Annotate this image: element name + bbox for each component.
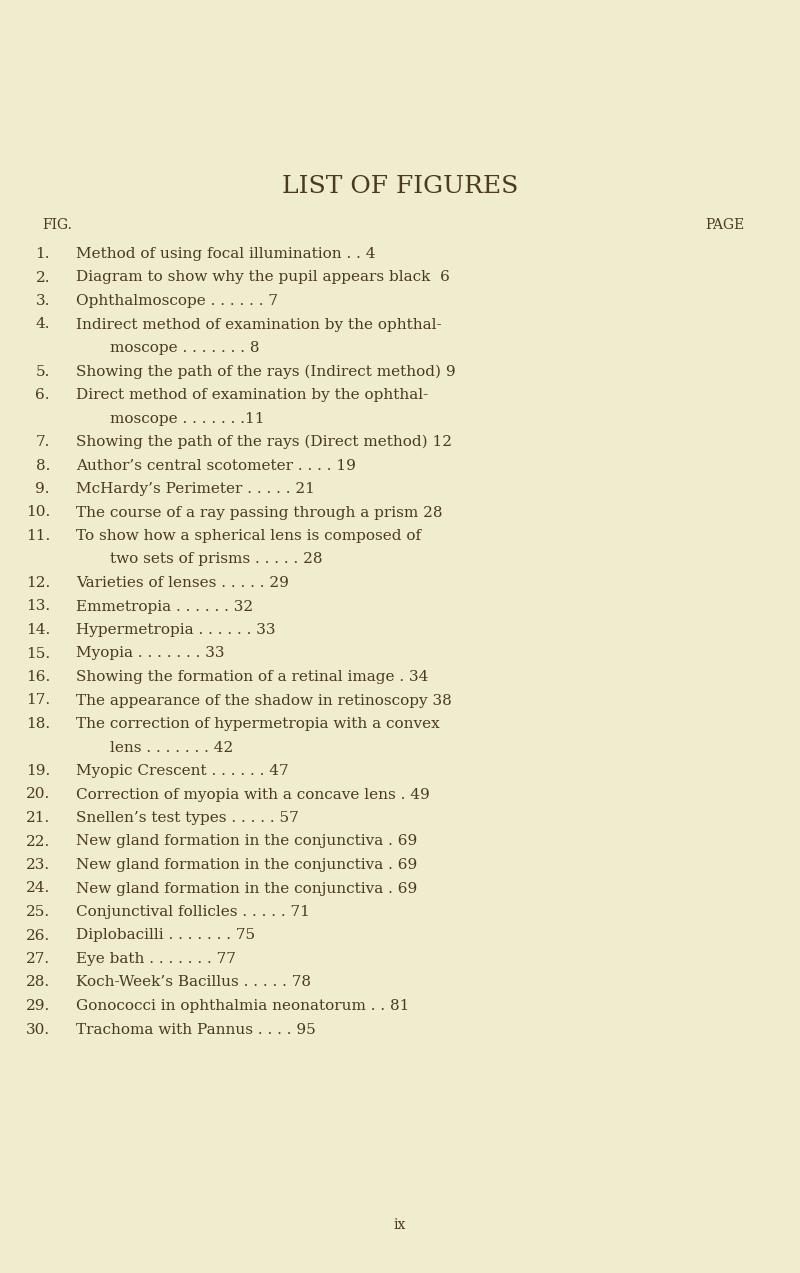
Text: Conjunctival follicles . . . . . 71: Conjunctival follicles . . . . . 71 (76, 905, 310, 919)
Text: 16.: 16. (26, 670, 50, 684)
Text: New gland formation in the conjunctiva . 69: New gland formation in the conjunctiva .… (76, 881, 418, 895)
Text: FIG.: FIG. (42, 218, 72, 232)
Text: Correction of myopia with a concave lens . 49: Correction of myopia with a concave lens… (76, 788, 430, 802)
Text: 20.: 20. (26, 788, 50, 802)
Text: Diagram to show why the pupil appears black  6: Diagram to show why the pupil appears bl… (76, 270, 450, 284)
Text: Eye bath . . . . . . . 77: Eye bath . . . . . . . 77 (76, 952, 236, 966)
Text: Trachoma with Pannus . . . . 95: Trachoma with Pannus . . . . 95 (76, 1022, 316, 1036)
Text: Gonococci in ophthalmia neonatorum . . 81: Gonococci in ophthalmia neonatorum . . 8… (76, 999, 410, 1013)
Text: 4.: 4. (35, 317, 50, 331)
Text: 12.: 12. (26, 575, 50, 589)
Text: 1.: 1. (35, 247, 50, 261)
Text: 6.: 6. (35, 388, 50, 402)
Text: 25.: 25. (26, 905, 50, 919)
Text: 8.: 8. (36, 458, 50, 472)
Text: McHardy’s Perimeter . . . . . 21: McHardy’s Perimeter . . . . . 21 (76, 482, 315, 496)
Text: Indirect method of examination by the ophthal-: Indirect method of examination by the op… (76, 317, 442, 331)
Text: 23.: 23. (26, 858, 50, 872)
Text: moscope . . . . . . . 8: moscope . . . . . . . 8 (110, 341, 259, 355)
Text: 5.: 5. (36, 364, 50, 378)
Text: Showing the path of the rays (Indirect method) 9: Showing the path of the rays (Indirect m… (76, 364, 456, 379)
Text: 22.: 22. (26, 835, 50, 849)
Text: Ophthalmoscope . . . . . . 7: Ophthalmoscope . . . . . . 7 (76, 294, 278, 308)
Text: Author’s central scotometer . . . . 19: Author’s central scotometer . . . . 19 (76, 458, 356, 472)
Text: 29.: 29. (26, 999, 50, 1013)
Text: Snellen’s test types . . . . . 57: Snellen’s test types . . . . . 57 (76, 811, 298, 825)
Text: two sets of prisms . . . . . 28: two sets of prisms . . . . . 28 (110, 552, 322, 566)
Text: 10.: 10. (26, 505, 50, 519)
Text: The correction of hypermetropia with a convex: The correction of hypermetropia with a c… (76, 717, 440, 731)
Text: LIST OF FIGURES: LIST OF FIGURES (282, 174, 518, 199)
Text: 13.: 13. (26, 600, 50, 614)
Text: Showing the path of the rays (Direct method) 12: Showing the path of the rays (Direct met… (76, 435, 452, 449)
Text: 18.: 18. (26, 717, 50, 731)
Text: PAGE: PAGE (706, 218, 745, 232)
Text: 2.: 2. (35, 270, 50, 284)
Text: lens . . . . . . . 42: lens . . . . . . . 42 (110, 741, 234, 755)
Text: Myopic Crescent . . . . . . 47: Myopic Crescent . . . . . . 47 (76, 764, 289, 778)
Text: 30.: 30. (26, 1022, 50, 1036)
Text: Koch-Week’s Bacillus . . . . . 78: Koch-Week’s Bacillus . . . . . 78 (76, 975, 311, 989)
Text: 28.: 28. (26, 975, 50, 989)
Text: Diplobacilli . . . . . . . 75: Diplobacilli . . . . . . . 75 (76, 928, 255, 942)
Text: The course of a ray passing through a prism 28: The course of a ray passing through a pr… (76, 505, 442, 519)
Text: moscope . . . . . . .11: moscope . . . . . . .11 (110, 411, 265, 425)
Text: 9.: 9. (35, 482, 50, 496)
Text: 24.: 24. (26, 881, 50, 895)
Text: To show how a spherical lens is composed of: To show how a spherical lens is composed… (76, 530, 421, 544)
Text: The appearance of the shadow in retinoscopy 38: The appearance of the shadow in retinosc… (76, 694, 452, 708)
Text: 27.: 27. (26, 952, 50, 966)
Text: 19.: 19. (26, 764, 50, 778)
Text: Myopia . . . . . . . 33: Myopia . . . . . . . 33 (76, 647, 225, 661)
Text: 7.: 7. (36, 435, 50, 449)
Text: 14.: 14. (26, 622, 50, 636)
Text: Showing the formation of a retinal image . 34: Showing the formation of a retinal image… (76, 670, 428, 684)
Text: 3.: 3. (36, 294, 50, 308)
Text: 11.: 11. (26, 530, 50, 544)
Text: ix: ix (394, 1218, 406, 1232)
Text: 26.: 26. (26, 928, 50, 942)
Text: Method of using focal illumination . . 4: Method of using focal illumination . . 4 (76, 247, 375, 261)
Text: Hypermetropia . . . . . . 33: Hypermetropia . . . . . . 33 (76, 622, 275, 636)
Text: Emmetropia . . . . . . 32: Emmetropia . . . . . . 32 (76, 600, 253, 614)
Text: New gland formation in the conjunctiva . 69: New gland formation in the conjunctiva .… (76, 858, 418, 872)
Text: 15.: 15. (26, 647, 50, 661)
Text: 21.: 21. (26, 811, 50, 825)
Text: Direct method of examination by the ophthal-: Direct method of examination by the opht… (76, 388, 428, 402)
Text: Varieties of lenses . . . . . 29: Varieties of lenses . . . . . 29 (76, 575, 289, 589)
Text: New gland formation in the conjunctiva . 69: New gland formation in the conjunctiva .… (76, 835, 418, 849)
Text: 17.: 17. (26, 694, 50, 708)
